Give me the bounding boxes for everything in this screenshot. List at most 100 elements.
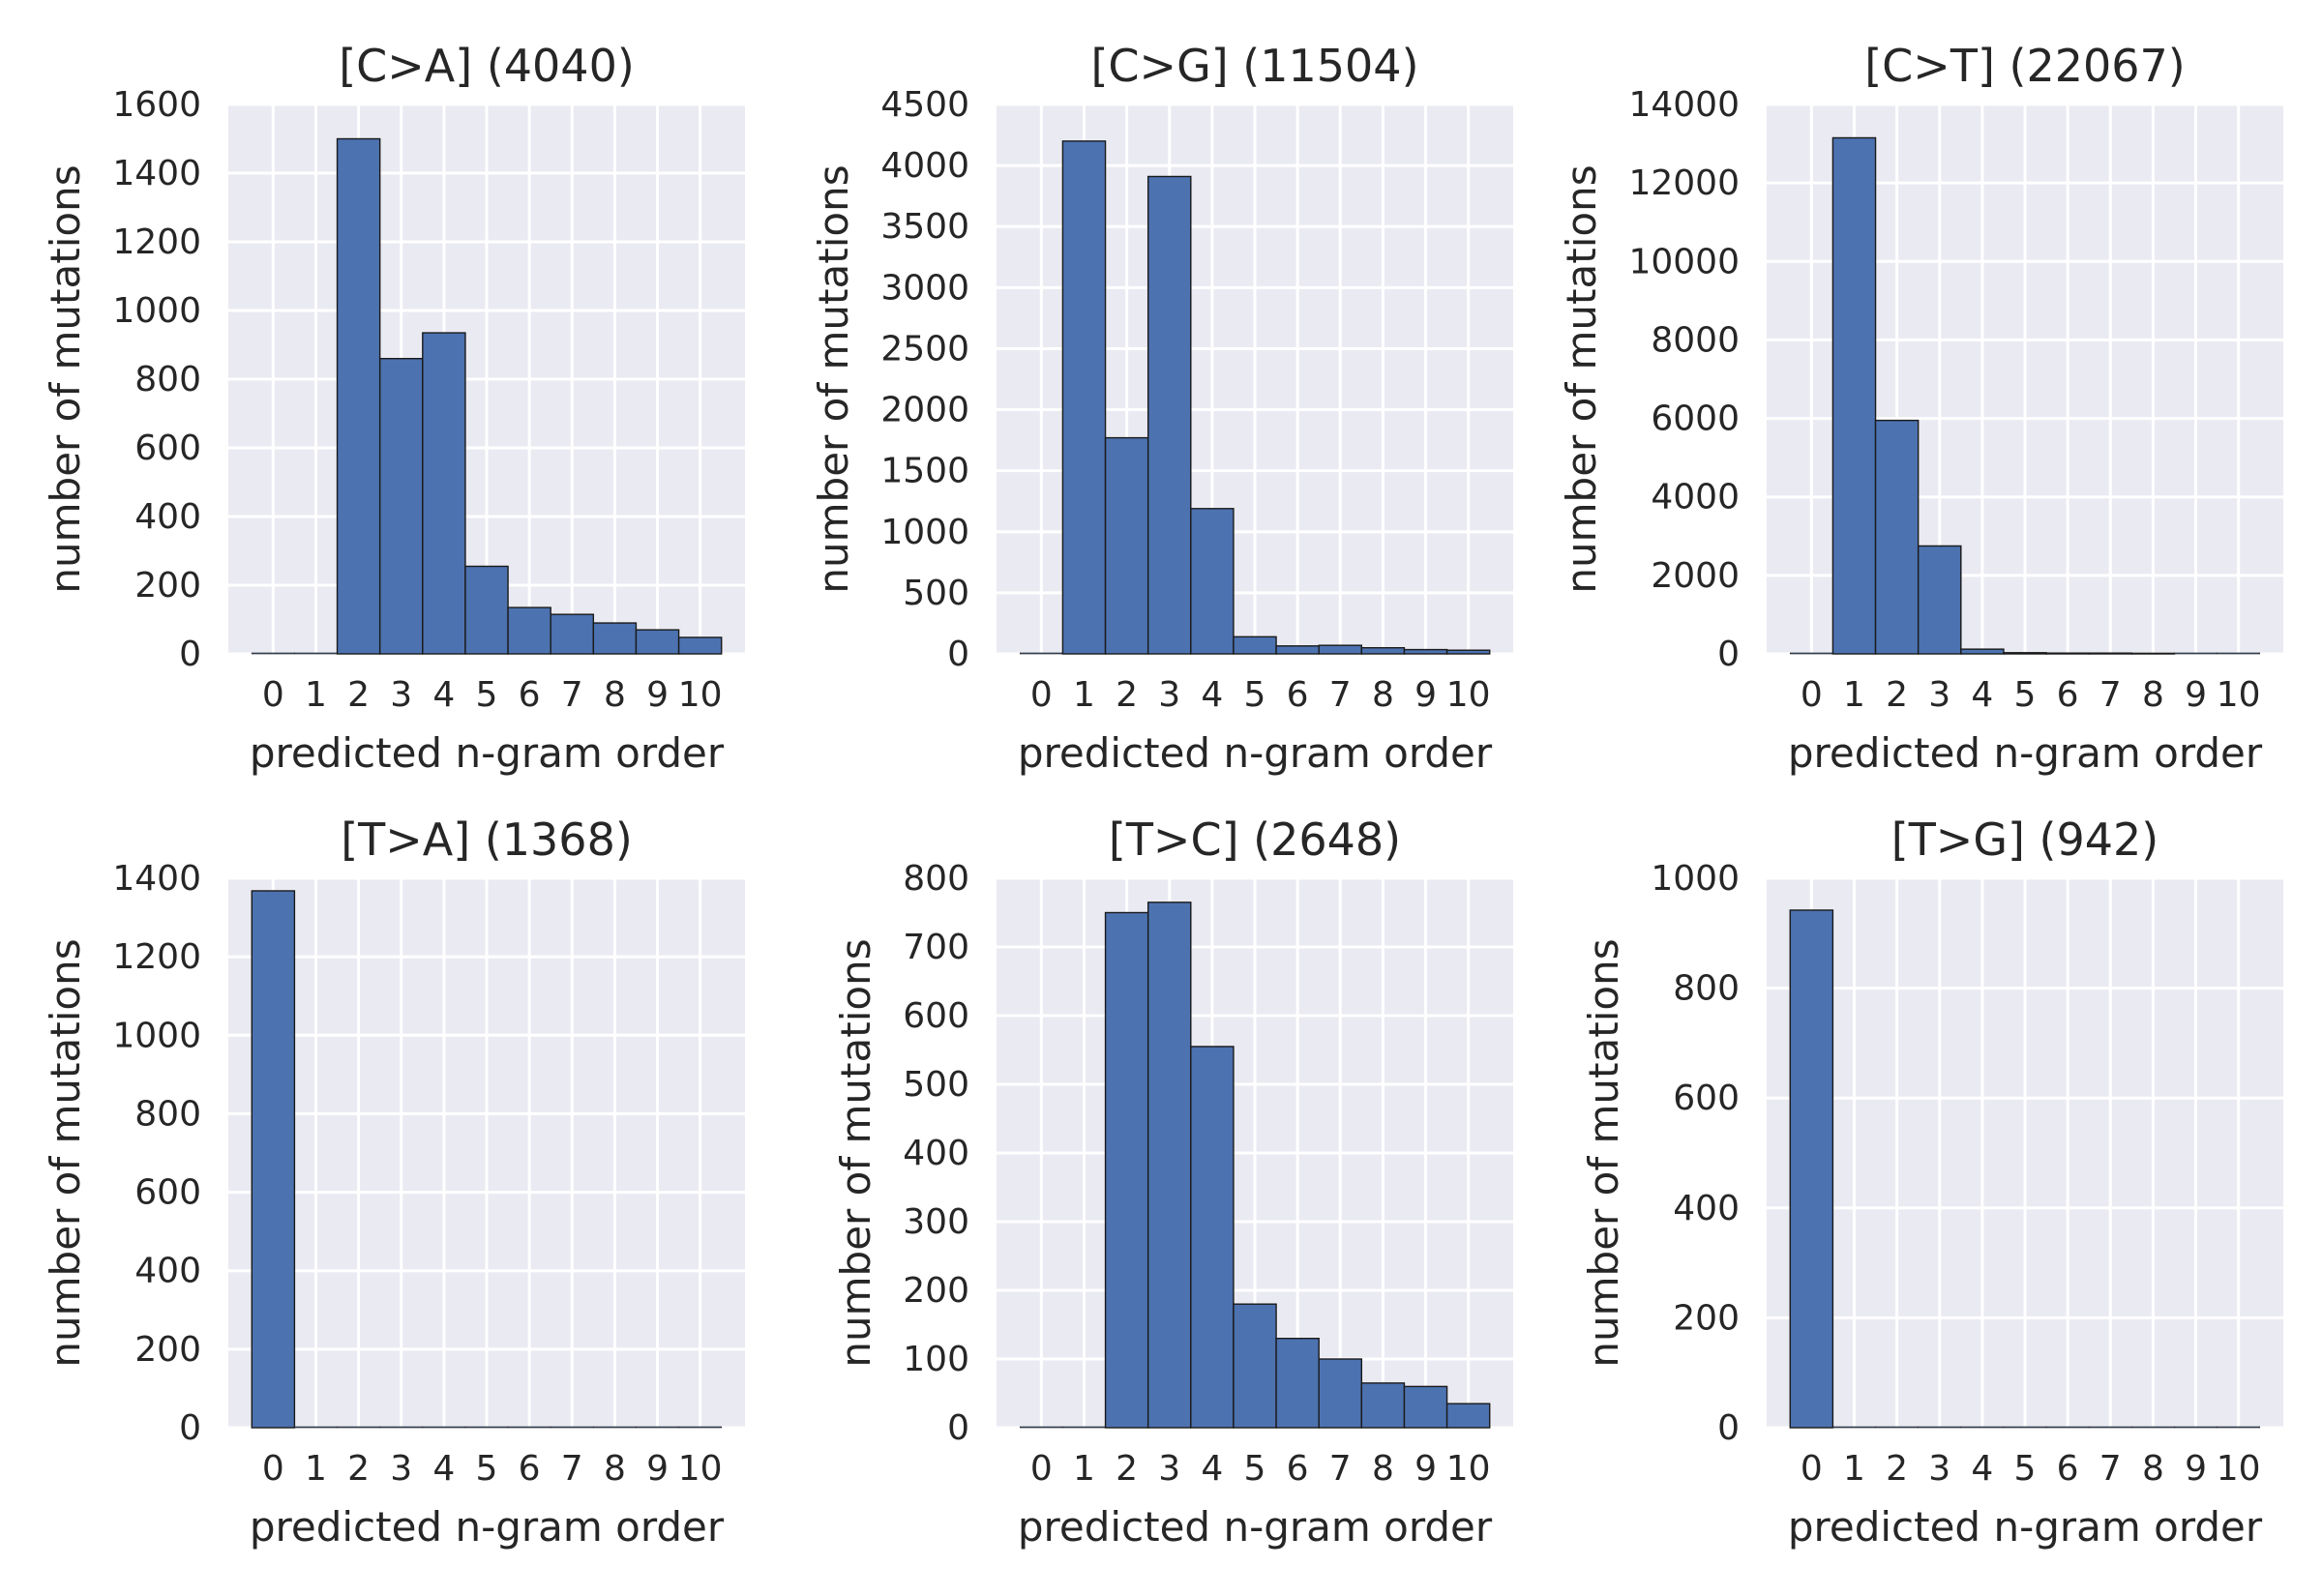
x-tick-label: 0 (1030, 1449, 1053, 1489)
bar-9 (635, 629, 680, 655)
x-tick-label: 7 (561, 1449, 583, 1489)
bar-6 (1275, 645, 1320, 655)
bar-7 (550, 1426, 594, 1429)
bar-9 (1403, 648, 1448, 655)
x-tick-label: 9 (2185, 675, 2207, 715)
x-tick-label: 0 (262, 1449, 284, 1489)
subplot-title: [T>C] (2648) (1109, 813, 1401, 866)
y-tick-label: 3000 (880, 268, 969, 308)
x-axis-label: predicted n-gram order (1788, 1503, 2263, 1551)
x-tick-label: 1 (1073, 675, 1095, 715)
x-tick-label: 8 (604, 1449, 626, 1489)
bar-0 (1789, 909, 1834, 1429)
y-tick-label: 800 (903, 859, 969, 899)
bar-5 (1233, 635, 1277, 655)
x-tick-label: 9 (1414, 675, 1437, 715)
bar-10 (677, 636, 723, 655)
y-tick-label: 500 (903, 574, 969, 613)
y-tick-label: 3500 (880, 207, 969, 247)
x-tick-label: 2 (1886, 675, 1908, 715)
bar-10 (2217, 652, 2261, 655)
x-tick-label: 6 (519, 1449, 541, 1489)
bar-2 (1104, 911, 1149, 1429)
x-tick-label: 10 (2217, 1449, 2261, 1489)
x-tick-label: 6 (519, 675, 541, 715)
x-tick-label: 7 (561, 675, 583, 715)
y-tick-label: 0 (1717, 635, 1740, 674)
y-tick-label: 4000 (880, 146, 969, 186)
x-tick-label: 4 (1971, 675, 1993, 715)
y-axis-label: number of mutations (832, 938, 879, 1367)
bar-5 (1233, 1303, 1277, 1429)
y-tick-label: 1600 (112, 85, 201, 125)
y-tick-label: 400 (1673, 1189, 1740, 1228)
y-tick-label: 1000 (1651, 859, 1740, 899)
y-tick-label: 1500 (880, 452, 969, 491)
y-tick-label: 200 (134, 1330, 201, 1370)
y-tick-label: 1200 (112, 937, 201, 977)
y-tick-label: 600 (1673, 1079, 1740, 1118)
subplot-title: [T>G] (942) (1891, 813, 2159, 866)
bar-3 (1146, 175, 1192, 655)
subplot-title: [C>A] (4040) (339, 40, 635, 92)
y-tick-label: 300 (903, 1202, 969, 1242)
bar-1 (1831, 136, 1877, 655)
y-tick-label: 10000 (1628, 242, 1740, 281)
bar-3 (1918, 1426, 1962, 1429)
x-tick-label: 9 (1414, 1449, 1437, 1489)
y-tick-label: 1400 (112, 859, 201, 899)
y-tick-label: 400 (134, 497, 201, 537)
y-tick-label: 0 (179, 1408, 201, 1448)
bar-4 (1960, 1426, 2005, 1429)
y-tick-label: 2000 (880, 391, 969, 430)
y-tick-label: 1200 (112, 222, 201, 262)
x-tick-label: 7 (1329, 1449, 1352, 1489)
x-tick-label: 5 (1244, 675, 1266, 715)
x-axis-label: predicted n-gram order (1788, 729, 2263, 777)
subplot-title: [C>G] (11504) (1090, 40, 1418, 92)
x-tick-label: 5 (2014, 1449, 2037, 1489)
bar-6 (507, 1426, 551, 1429)
bar-10 (678, 1426, 723, 1429)
y-tick-label: 500 (903, 1065, 969, 1105)
bar-1 (1832, 1426, 1876, 1429)
x-tick-label: 0 (1801, 1449, 1823, 1489)
x-tick-label: 6 (1287, 675, 1309, 715)
bar-0 (1019, 652, 1063, 655)
bar-1 (294, 1426, 338, 1429)
x-axis-label: predicted n-gram order (1018, 1503, 1493, 1551)
x-tick-label: 5 (476, 1449, 498, 1489)
y-tick-label: 600 (134, 429, 201, 468)
bar-8 (592, 622, 638, 655)
bar-7 (2088, 1426, 2132, 1429)
bar-2 (1874, 419, 1920, 655)
bar-4 (422, 1426, 466, 1429)
y-tick-label: 2500 (880, 329, 969, 369)
x-tick-label: 2 (1116, 675, 1138, 715)
x-tick-label: 5 (1244, 1449, 1266, 1489)
x-tick-label: 1 (1843, 675, 1865, 715)
bar-9 (2174, 1426, 2218, 1429)
y-tick-label: 600 (903, 996, 969, 1036)
x-axis-label: predicted n-gram order (250, 729, 725, 777)
bar-10 (2217, 1426, 2261, 1429)
x-tick-label: 3 (390, 675, 412, 715)
bar-4 (1190, 508, 1235, 655)
x-tick-label: 0 (262, 675, 284, 715)
x-tick-label: 10 (2217, 675, 2261, 715)
x-tick-label: 6 (1287, 1449, 1309, 1489)
x-tick-label: 4 (1201, 675, 1223, 715)
y-axis-label: number of mutations (42, 938, 89, 1367)
y-tick-label: 200 (1673, 1298, 1740, 1338)
y-tick-label: 0 (179, 635, 201, 674)
x-axis-label: predicted n-gram order (1018, 729, 1493, 777)
x-axis-label: predicted n-gram order (250, 1503, 725, 1551)
y-tick-label: 600 (134, 1173, 201, 1213)
subplot-title: [C>T] (22067) (1864, 40, 2186, 92)
bar-4 (1190, 1046, 1235, 1429)
y-tick-label: 200 (903, 1271, 969, 1311)
bar-9 (2174, 652, 2218, 655)
